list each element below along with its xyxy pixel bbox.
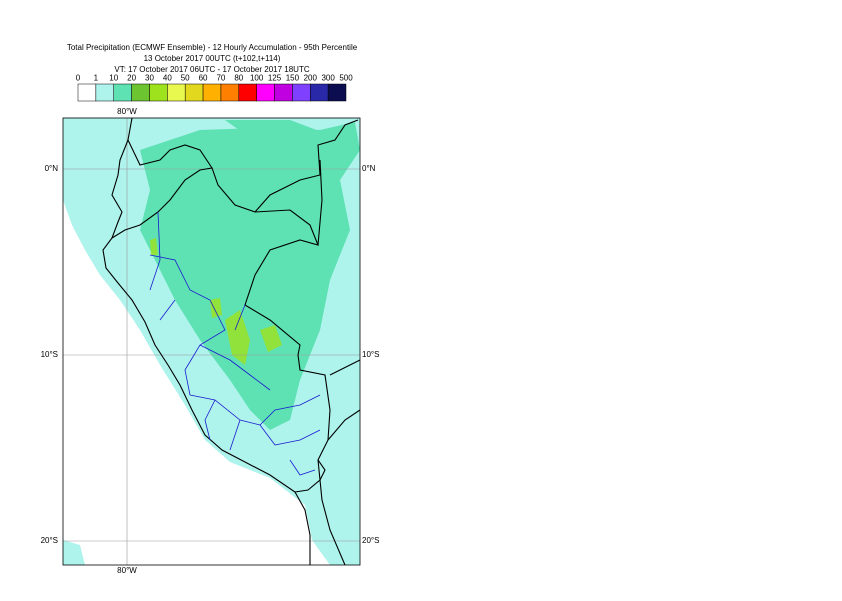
region-border — [149, 211, 321, 476]
legend-label: 50 — [181, 74, 190, 83]
legend-swatch — [184, 83, 204, 102]
legend-label: 80 — [234, 74, 243, 83]
legend-swatch — [131, 83, 150, 102]
legend-swatch — [113, 83, 132, 102]
legend-swatch — [238, 83, 257, 102]
precip-heavy — [260, 325, 282, 352]
legend-swatch — [202, 83, 222, 102]
map: 80°W 80°W 0°N 0°N 10°S 10°S 20°S 20°S — [41, 107, 380, 575]
legend-swatch — [220, 83, 240, 102]
legend-label: 20 — [127, 74, 136, 83]
legend-label: 40 — [163, 74, 172, 83]
legend-swatch — [95, 83, 114, 102]
national-border — [254, 119, 359, 213]
legend-label: 200 — [304, 74, 318, 83]
legend-label: 1 — [94, 74, 99, 83]
coastline — [102, 117, 311, 565]
national-border — [127, 139, 213, 169]
valid-time: VT: 17 October 2017 06UTC - 17 October 2… — [114, 65, 309, 74]
national-border — [317, 159, 323, 246]
legend-swatch — [274, 83, 293, 102]
lat-label: 10°S — [41, 350, 58, 359]
precip-light — [63, 118, 110, 175]
precip-moderate — [225, 120, 330, 150]
legend-label: 125 — [268, 74, 282, 83]
legend-label: 10 — [109, 74, 118, 83]
legend-swatch — [310, 83, 329, 102]
legend-swatch — [256, 83, 275, 102]
legend-label: 100 — [250, 74, 264, 83]
lat-label: 0°N — [45, 164, 59, 173]
lat-label: 20°S — [41, 536, 58, 545]
precip-heavy — [225, 310, 250, 365]
legend-swatch — [149, 83, 168, 102]
lon-label: 80°W — [117, 107, 137, 116]
national-border — [111, 167, 331, 493]
legend-label: 300 — [321, 74, 335, 83]
legend-label: 0 — [76, 74, 81, 83]
lon-label: 80°W — [117, 566, 137, 575]
legend-label: 60 — [199, 74, 208, 83]
legend-label: 500 — [339, 74, 353, 83]
precip-heavy — [150, 238, 158, 255]
legend-label: 150 — [286, 74, 300, 83]
lat-label: 20°S — [362, 536, 379, 545]
national-border — [317, 359, 361, 566]
map-frame — [62, 117, 361, 566]
lat-label: 10°S — [362, 350, 379, 359]
title: Total Precipitation (ECMWF Ensemble) - 1… — [67, 43, 358, 52]
lat-label: 0°N — [362, 164, 376, 173]
legend-swatch — [167, 83, 186, 102]
precip-light — [63, 540, 85, 565]
precip-heavy — [210, 298, 222, 318]
precip-moderate — [140, 122, 360, 430]
legend: 0 1 10 20 30 40 50 60 70 80 100 125 150 200 300 500 — [76, 74, 353, 102]
legend-label: 70 — [216, 74, 225, 83]
legend-swatch — [327, 83, 347, 102]
base-time: 13 October 2017 00UTC (t+102,t+114) — [144, 54, 281, 63]
legend-swatch — [292, 83, 311, 102]
legend-label: 30 — [145, 74, 154, 83]
legend-swatch — [77, 83, 97, 102]
